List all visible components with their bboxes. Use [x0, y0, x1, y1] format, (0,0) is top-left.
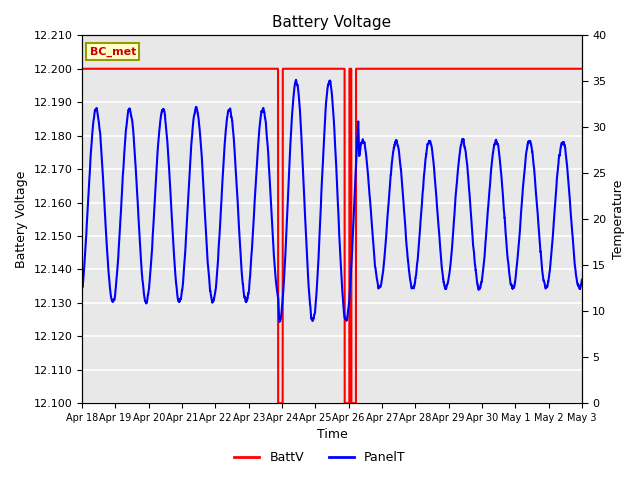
Title: Battery Voltage: Battery Voltage [273, 15, 392, 30]
Text: BC_met: BC_met [90, 47, 136, 57]
X-axis label: Time: Time [317, 429, 348, 442]
Legend: BattV, PanelT: BattV, PanelT [229, 446, 411, 469]
Y-axis label: Battery Voltage: Battery Voltage [15, 170, 28, 268]
Y-axis label: Temperature: Temperature [612, 180, 625, 259]
